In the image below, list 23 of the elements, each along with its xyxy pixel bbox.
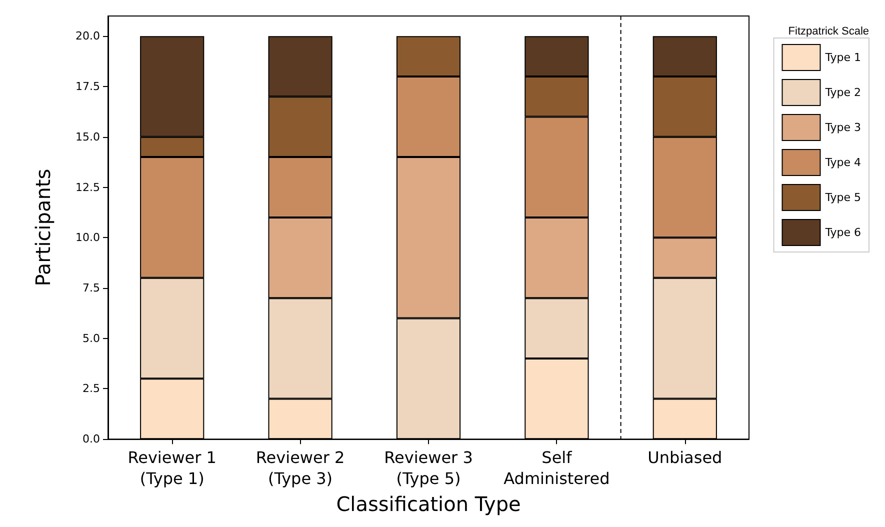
y-tick-label: 17.5	[76, 80, 100, 94]
y-tick-label: 0.0	[82, 432, 100, 446]
legend-label: Type 6	[824, 226, 862, 239]
x-tick-label: Self Administered	[504, 448, 610, 488]
legend-label: Type 4	[824, 156, 862, 169]
y-tick-label: 12.5	[76, 180, 100, 194]
legend-label: Type 3	[824, 121, 862, 134]
legend-title: Fitzpatrick Scale	[788, 26, 870, 38]
y-tick-label: 5.0	[82, 332, 100, 345]
legend-label: Type 2	[824, 86, 862, 99]
legend-label: Type 5	[824, 191, 862, 204]
x-tick-label: Reviewer 3 (Type 5)	[384, 448, 473, 488]
y-tick-label: 10.0	[76, 231, 100, 244]
y-tick-label: 20.0	[76, 30, 100, 43]
x-tick-label: Reviewer 1 (Type 1)	[128, 448, 216, 488]
y-tick-label: 15.0	[76, 130, 100, 144]
x-tick-label: Reviewer 2 (Type 3)	[256, 448, 345, 488]
x-tick-label: Unbiased	[648, 448, 722, 468]
y-tick-label: 7.5	[82, 281, 100, 294]
y-tick-label: 2.5	[82, 382, 100, 396]
y-axis-title: Participants	[31, 168, 55, 286]
legend-label: Type 1	[824, 51, 862, 64]
x-axis-title: Classification Type	[336, 492, 521, 516]
